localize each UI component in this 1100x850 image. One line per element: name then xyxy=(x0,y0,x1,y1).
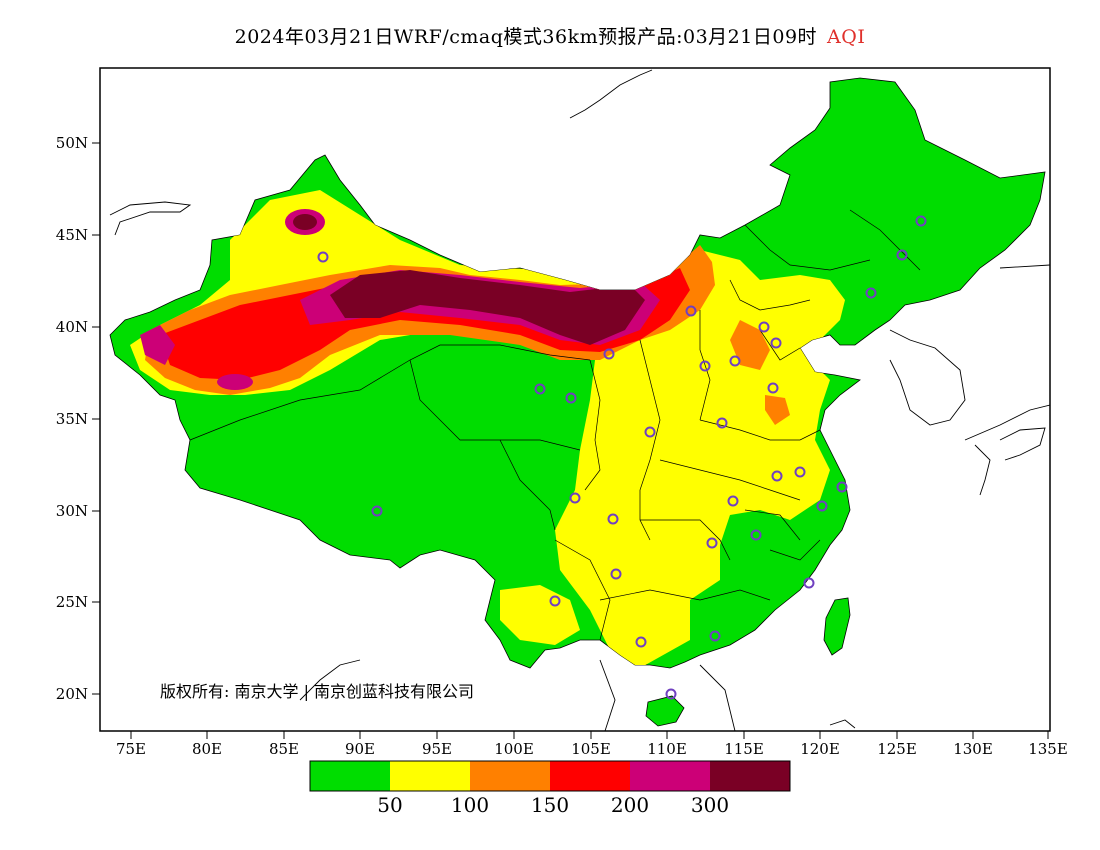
aqi-zone-red-spot xyxy=(217,374,253,390)
title-variable: AQI xyxy=(827,26,866,48)
lon-tick-label: 90E xyxy=(345,740,375,758)
colorbar-label: 300 xyxy=(691,793,729,817)
colorbar-label: 100 xyxy=(451,793,489,817)
aqi-zone-darkred-spot-core xyxy=(293,214,317,230)
aqi-zone-darkred xyxy=(330,270,645,345)
province-borders xyxy=(189,209,921,641)
colorbar-swatch xyxy=(390,761,470,791)
lon-tick-label: 120E xyxy=(800,740,840,758)
lon-tick-label: 80E xyxy=(192,740,222,758)
lon-tick-label: 85E xyxy=(269,740,299,758)
title-main: 2024年03月21日WRF/cmaq模式36km预报产品:03月21日09时 xyxy=(234,26,818,48)
aqi-zone-yellow-east xyxy=(555,250,845,668)
colorbar-swatch xyxy=(630,761,710,791)
lat-tick-label: 20N xyxy=(56,685,88,703)
city-markers xyxy=(317,215,927,700)
map-title: 2024年03月21日WRF/cmaq模式36km预报产品:03月21日09时 A… xyxy=(0,22,1100,49)
lon-axis: 75E 80E 85E 90E 95E 100E 105E 110E 115E … xyxy=(116,731,1068,758)
lat-tick-label: 30N xyxy=(56,502,88,520)
lat-tick-label: 50N xyxy=(56,134,88,152)
lon-tick-label: 95E xyxy=(422,740,452,758)
hainan-island xyxy=(645,695,685,727)
colorbar-swatch xyxy=(310,761,390,791)
lon-tick-label: 100E xyxy=(494,740,534,758)
lon-tick-label: 115E xyxy=(724,740,764,758)
aqi-zone-orange-shandong xyxy=(765,395,790,425)
lon-tick-label: 105E xyxy=(571,740,611,758)
lat-tick-label: 25N xyxy=(56,593,88,611)
colorbar-label: 50 xyxy=(377,793,402,817)
lat-tick-label: 35N xyxy=(56,410,88,428)
aqi-zone-magenta-west xyxy=(140,325,175,365)
lon-tick-label: 110E xyxy=(647,740,687,758)
lon-tick-label: 75E xyxy=(116,740,146,758)
lat-axis: 50N 45N 40N 35N 30N 25N 20N xyxy=(56,134,100,703)
colorbar-label: 150 xyxy=(531,793,569,817)
taiwan-island xyxy=(823,597,851,656)
colorbar-label: 200 xyxy=(611,793,649,817)
aqi-zone-orange-huabei xyxy=(730,320,770,370)
lon-tick-label: 125E xyxy=(877,740,917,758)
lat-tick-label: 40N xyxy=(56,318,88,336)
colorbar-swatch xyxy=(710,761,790,791)
lat-tick-label: 45N xyxy=(56,226,88,244)
coastline-neighbours xyxy=(109,69,1050,731)
lon-tick-label: 130E xyxy=(953,740,993,758)
colorbar: 50 100 150 200 300 xyxy=(309,760,791,817)
colorbar-swatch xyxy=(470,761,550,791)
lon-tick-label: 135E xyxy=(1028,740,1068,758)
colorbar-swatch xyxy=(550,761,630,791)
copyright-text: 版权所有: 南京大学 | 南京创蓝科技有限公司 xyxy=(160,682,474,701)
